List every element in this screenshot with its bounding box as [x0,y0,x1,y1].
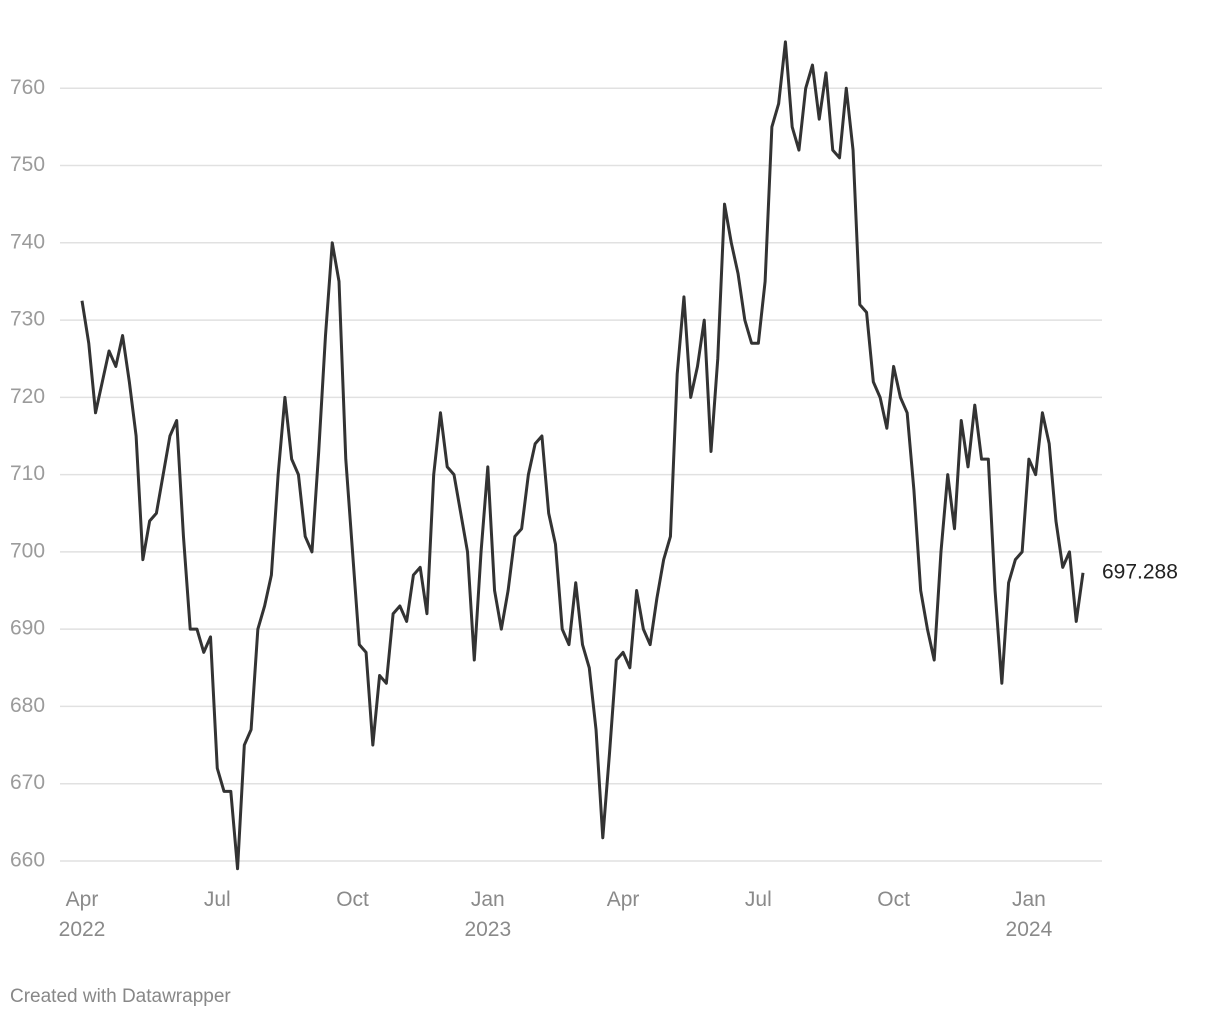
y-tick-label: 710 [10,462,45,485]
x-tick-label: Apr [607,888,640,911]
x-tick-label: Oct [336,888,369,911]
y-tick-label: 730 [10,308,45,331]
y-tick-label: 720 [10,385,45,408]
value-label: 697.288 [1102,560,1178,583]
y-tick-label: 690 [10,617,45,640]
y-tick-label: 660 [10,849,45,872]
y-tick-label: 740 [10,230,45,253]
line [80,40,1085,871]
y-tick-label: 670 [10,771,45,794]
x-tick-label: Jul [745,888,772,911]
y-tick-label: 760 [10,76,45,99]
x-tick-label: Jan 2024 [1006,888,1053,941]
x-tick-label: Apr 2022 [59,888,106,941]
footer: Created with Datawrapper [10,986,231,1007]
x-tick-label: Jan 2023 [464,888,511,941]
y-tick-label: 700 [10,539,45,562]
x-tick-label: Jul [204,888,231,911]
y-tick-label: 750 [10,153,45,176]
x-tick-label: Oct [877,888,910,911]
y-tick-label: 680 [10,694,45,717]
